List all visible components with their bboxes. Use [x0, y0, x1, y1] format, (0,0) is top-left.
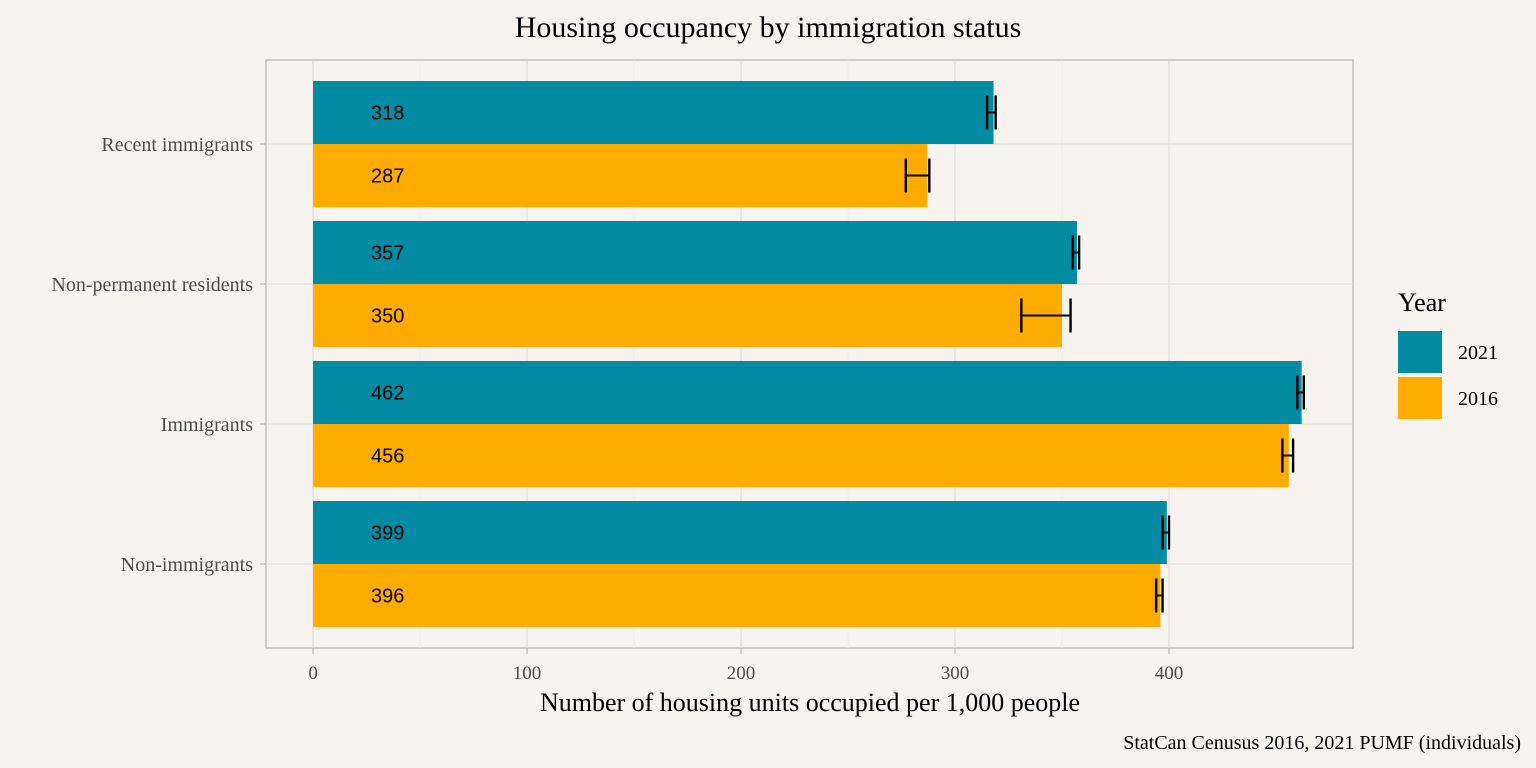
bar-label: 357	[371, 243, 404, 265]
caption: StatCan Cenusus 2016, 2021 PUMF (individ…	[1123, 732, 1521, 754]
y-tick-label: Non-immigrants	[121, 554, 253, 576]
error-bar-2016-2	[1281, 438, 1295, 473]
error-bar-2016-3	[1154, 578, 1164, 613]
error-bar-2021-3	[1161, 515, 1171, 550]
legend: Year 2021 2016	[1398, 288, 1498, 419]
legend-title: Year	[1398, 288, 1446, 317]
bar-label: 462	[371, 383, 404, 405]
y-tick-label: Non-permanent residents	[51, 274, 253, 296]
bar-label: 287	[371, 166, 404, 188]
error-bars	[904, 95, 1305, 613]
x-tick-label: 300	[941, 663, 970, 684]
y-tick-label: Immigrants	[161, 414, 253, 436]
bar-label: 318	[371, 103, 404, 125]
bar-label: 350	[371, 306, 404, 328]
data-labels: 318 287 357 350 462 456 399 396	[371, 103, 404, 608]
x-tick-label: 400	[1155, 663, 1184, 684]
legend-label: 2016	[1458, 388, 1498, 410]
error-bar-2016-1	[1020, 298, 1072, 333]
bar-2016-1	[313, 284, 1062, 347]
bar-2021-0	[313, 81, 994, 144]
bar-2016-0	[313, 144, 928, 207]
bar-2016-2	[313, 424, 1289, 487]
error-bar-2021-1	[1071, 235, 1081, 270]
bar-label: 396	[371, 586, 404, 608]
bar-2021-2	[313, 361, 1302, 424]
bars	[313, 81, 1302, 627]
x-axis-title: Number of housing units occupied per 1,0…	[540, 688, 1080, 717]
error-bar-2016-0	[904, 158, 931, 193]
x-axis: 0 100 200 300 400	[308, 648, 1183, 684]
y-axis: Recent immigrants Non-permanent residents…	[51, 134, 266, 576]
bar-2021-1	[313, 221, 1077, 284]
legend-swatch-2016	[1398, 377, 1442, 419]
bar-2016-3	[313, 564, 1161, 627]
y-tick-label: Recent immigrants	[101, 134, 253, 156]
legend-swatch-2021	[1398, 331, 1442, 373]
x-tick-label: 200	[727, 663, 756, 684]
x-tick-label: 100	[513, 663, 542, 684]
plot-panel	[265, 59, 1354, 649]
bar-label: 399	[371, 523, 404, 545]
x-tick-label: 0	[308, 663, 318, 684]
legend-label: 2021	[1458, 342, 1498, 364]
error-bar-2021-2	[1296, 375, 1305, 410]
bar-2021-3	[313, 501, 1167, 564]
bar-label: 456	[371, 446, 404, 468]
chart-title: Housing occupancy by immigration status	[515, 11, 1022, 44]
error-bar-2021-0	[985, 95, 997, 130]
